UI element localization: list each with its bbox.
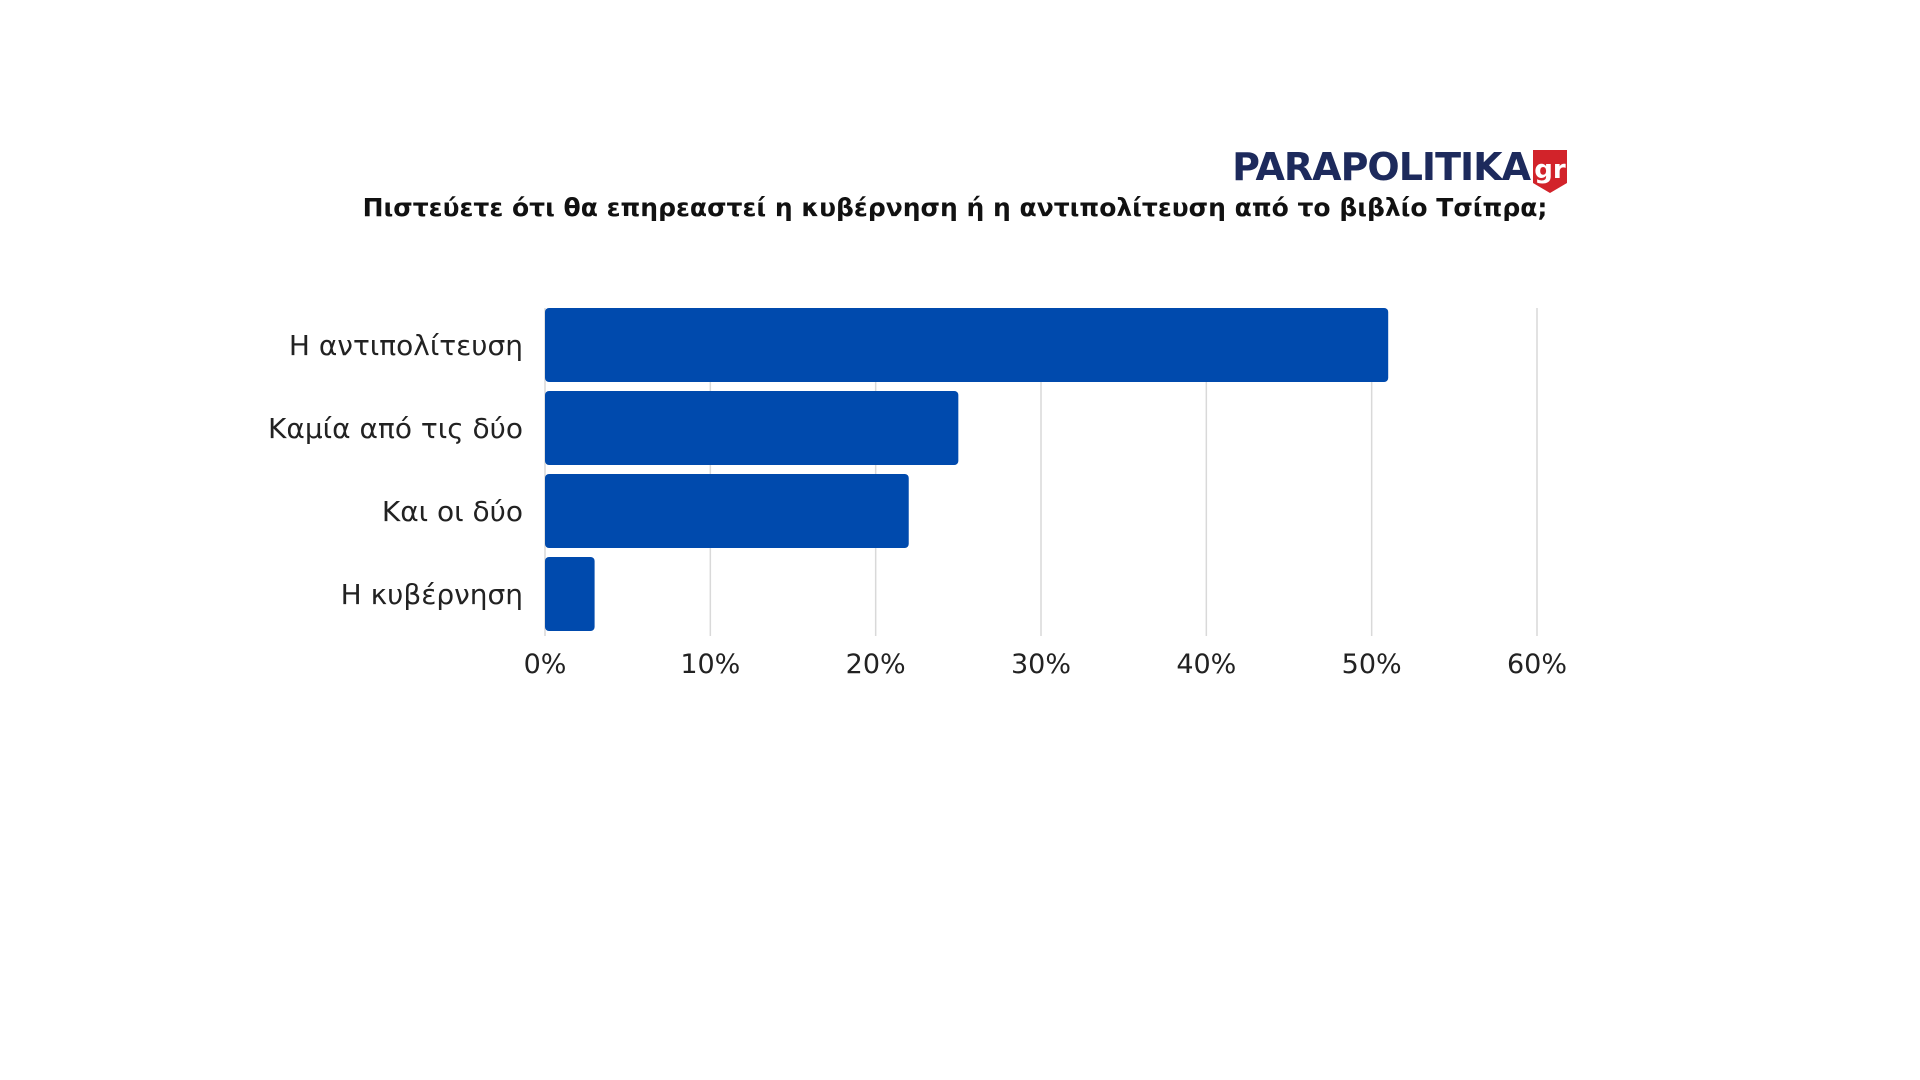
chart-title: Πιστεύετε ότι θα επηρεαστεί η κυβέρνηση … bbox=[363, 193, 1548, 222]
category-label: Η αντιπολίτευση bbox=[289, 329, 523, 362]
bar bbox=[545, 308, 1389, 382]
category-label: Καμία από τις δύο bbox=[268, 412, 523, 445]
x-tick-label: 40% bbox=[1176, 649, 1236, 680]
x-tick-label: 20% bbox=[846, 649, 906, 680]
bar bbox=[545, 391, 959, 465]
bar bbox=[545, 557, 595, 631]
bar bbox=[545, 474, 909, 548]
x-tick-labels: 0% 10% 20% 30% 40% 50% 60% bbox=[524, 649, 1567, 680]
x-tick-label: 50% bbox=[1342, 649, 1402, 680]
logo-suffix: gr bbox=[1534, 155, 1566, 185]
x-tick-label: 60% bbox=[1507, 649, 1567, 680]
x-tick-label: 30% bbox=[1011, 649, 1071, 680]
x-tick-label: 0% bbox=[524, 649, 567, 680]
logo: PARAPOLITIKA gr bbox=[1232, 145, 1567, 193]
bars bbox=[545, 308, 1389, 631]
category-labels: Η αντιπολίτευση Καμία από τις δύο Και οι δ… bbox=[268, 329, 523, 611]
x-tick-label: 10% bbox=[680, 649, 740, 680]
category-label: Και οι δύο bbox=[382, 495, 523, 528]
logo-badge bbox=[1533, 150, 1567, 193]
logo-wordmark: PARAPOLITIKA bbox=[1232, 145, 1531, 189]
category-label: Η κυβέρνηση bbox=[341, 578, 523, 611]
